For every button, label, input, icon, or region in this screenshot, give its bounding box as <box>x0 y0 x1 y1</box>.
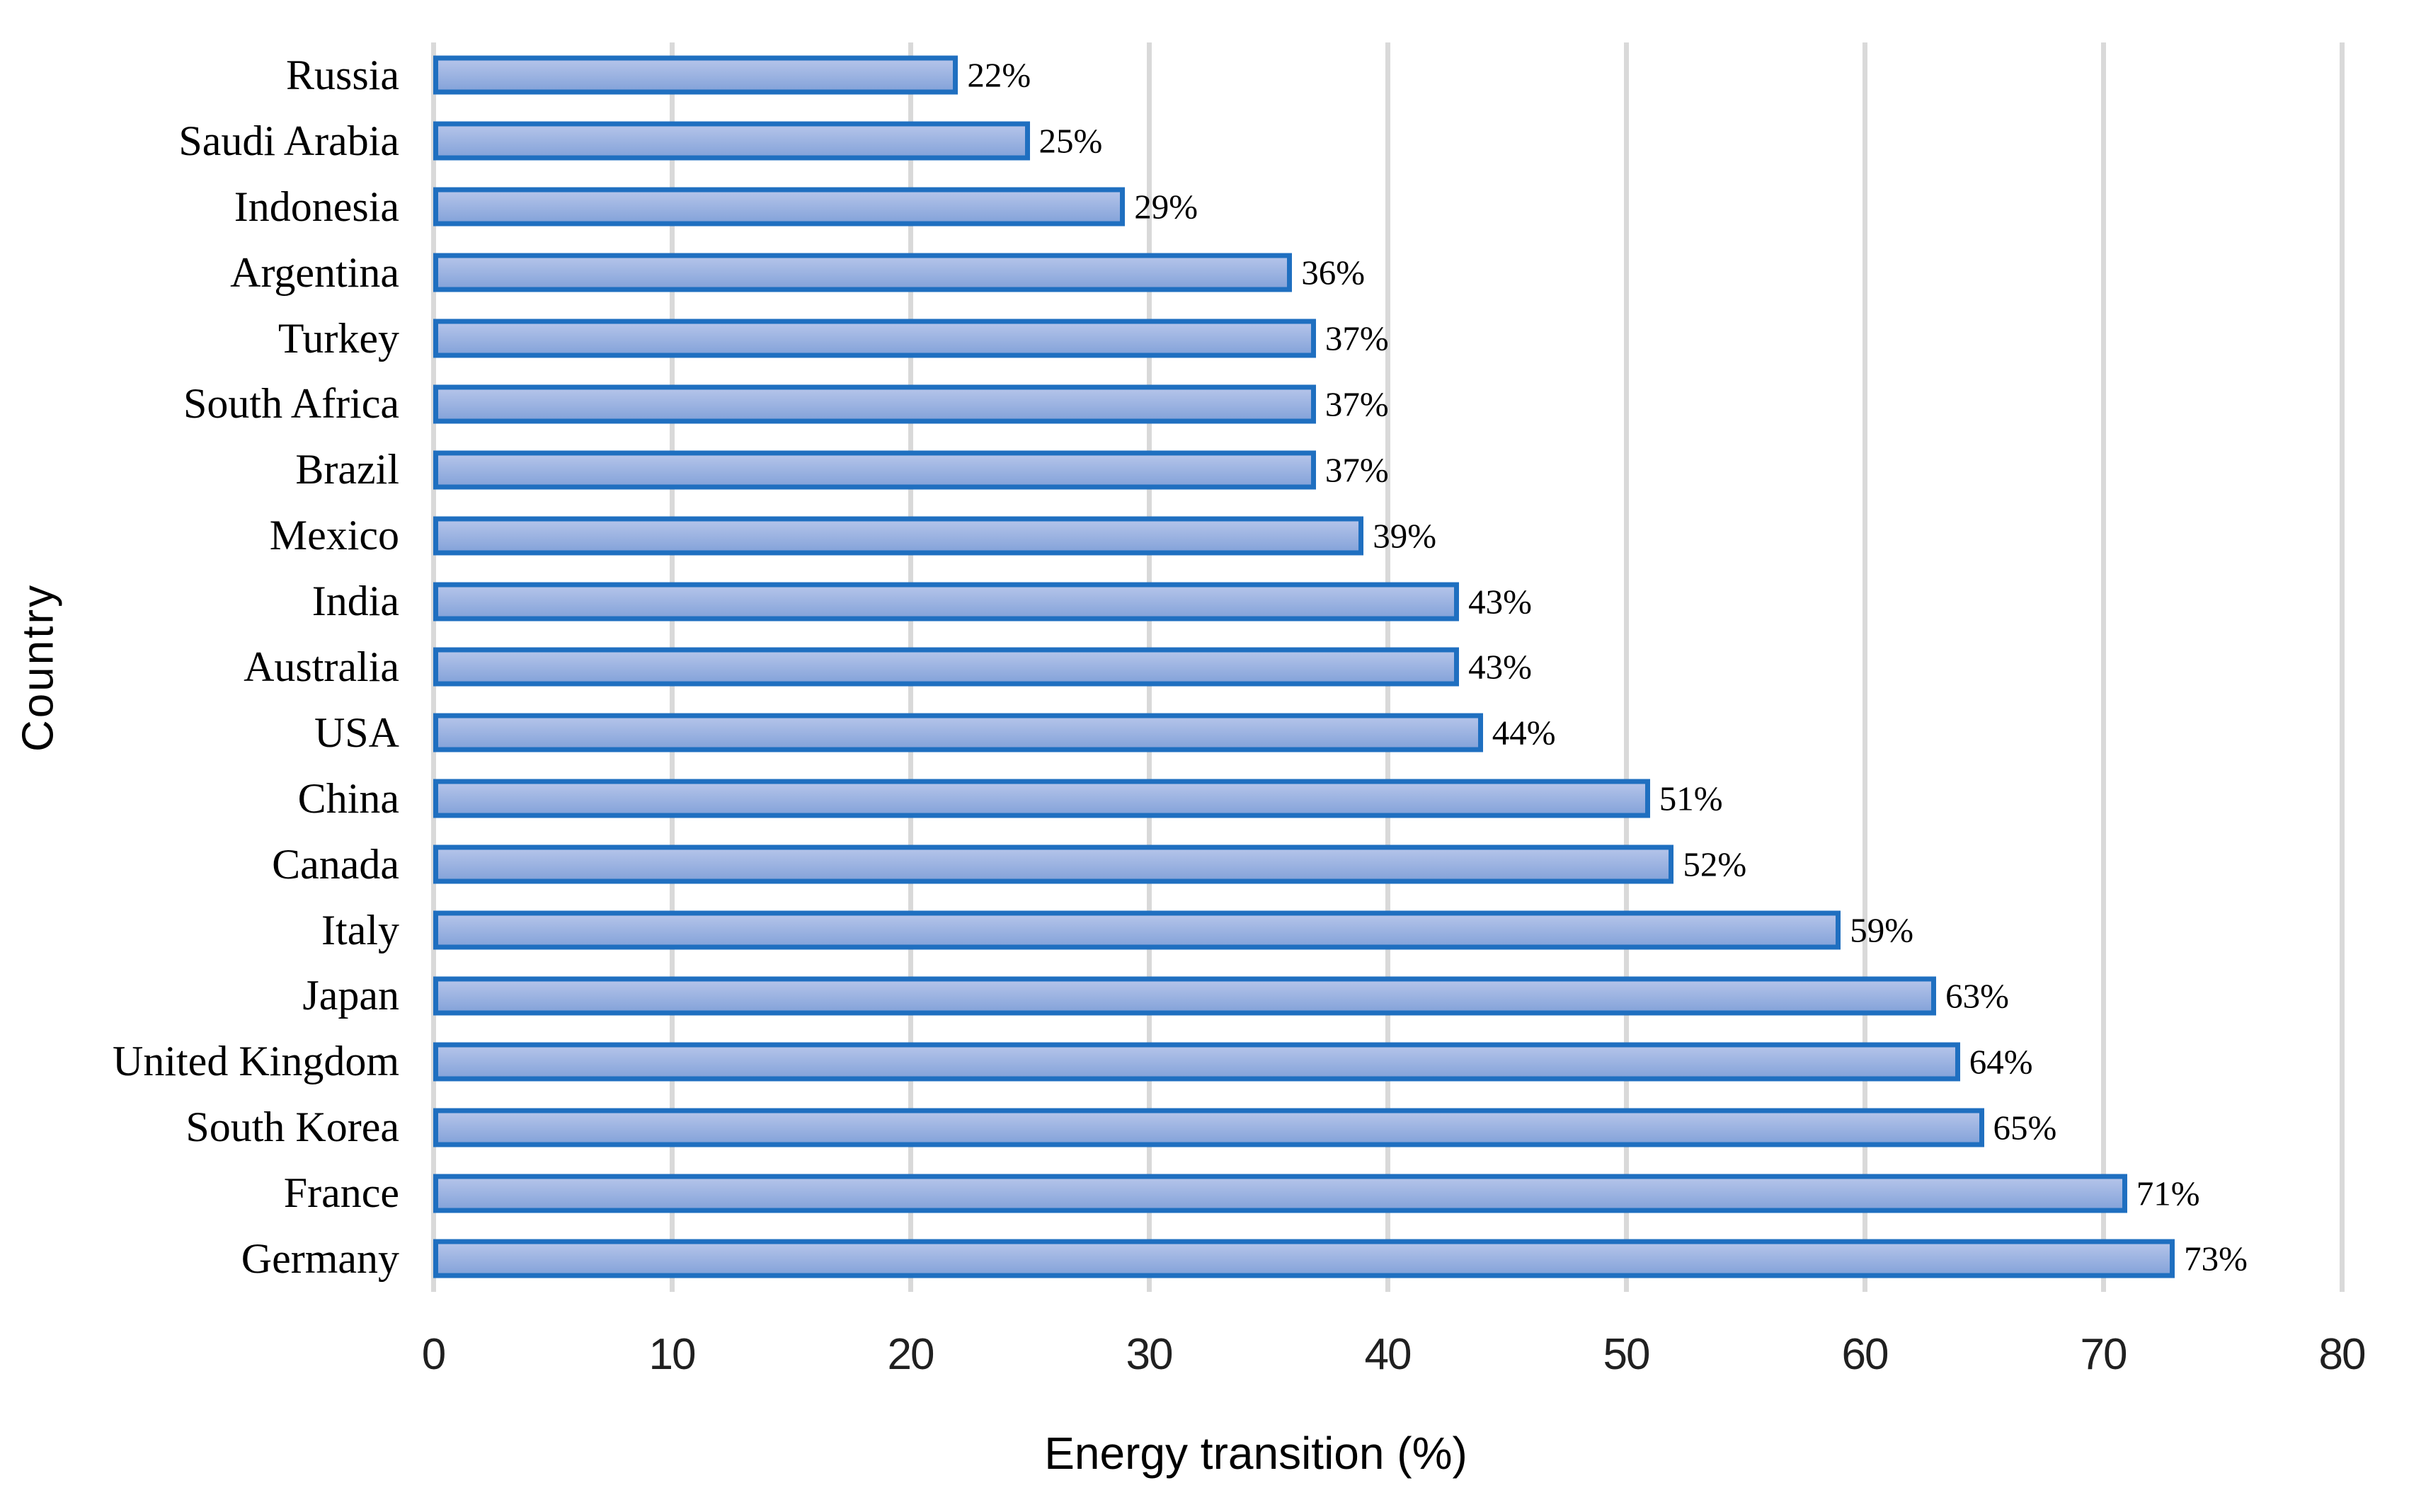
bar <box>433 187 1126 227</box>
bar-row: 36% <box>433 240 2342 306</box>
value-label: 44% <box>1492 713 1556 752</box>
value-label: 43% <box>1468 647 1532 687</box>
x-tick-label: 60 <box>1841 1330 1889 1379</box>
value-label: 37% <box>1324 384 1389 424</box>
bar-row: 43% <box>433 634 2342 700</box>
value-label: 43% <box>1468 582 1532 622</box>
bar-row: 51% <box>433 766 2342 832</box>
gridline <box>1624 42 1629 1292</box>
bar-row: 44% <box>433 700 2342 766</box>
bar <box>433 713 1483 752</box>
value-label: 73% <box>2184 1239 2248 1278</box>
category-axis: Russia Saudi Arabia Indonesia Argentina Turk… <box>0 42 416 1292</box>
x-axis-ticks: 0 10 20 30 40 50 60 70 80 <box>422 1329 2367 1393</box>
value-label: 64% <box>1969 1042 2033 1082</box>
bar-row: 25% <box>433 108 2342 174</box>
bar <box>433 1174 2127 1213</box>
category-label: Germany <box>241 1235 399 1282</box>
category-label: USA <box>314 709 399 756</box>
category-label: Saudi Arabia <box>178 117 399 164</box>
x-tick-label: 50 <box>1603 1330 1651 1379</box>
bar <box>433 1239 2175 1278</box>
category-label: Turkey <box>277 314 399 362</box>
bar-row: 37% <box>433 371 2342 437</box>
category-label: Argentina <box>230 248 399 296</box>
category-label: France <box>283 1169 399 1217</box>
bar <box>433 450 1316 490</box>
bar-row: 65% <box>433 1094 2342 1160</box>
x-axis-title: Energy transition (%) <box>1044 1428 1467 1479</box>
value-label: 37% <box>1324 450 1389 490</box>
category-label: China <box>297 774 399 822</box>
bar-row: 43% <box>433 568 2342 634</box>
bar-row: 63% <box>433 963 2342 1029</box>
bar-row: 29% <box>433 174 2342 240</box>
gridline <box>2101 42 2106 1292</box>
category-label: Brazil <box>295 446 399 493</box>
bar-row: 37% <box>433 437 2342 503</box>
bar-row: 52% <box>433 832 2342 898</box>
value-label: 71% <box>2136 1174 2200 1213</box>
bar <box>433 582 1460 622</box>
gridline <box>1862 42 1867 1292</box>
bar <box>433 516 1364 556</box>
x-tick-label: 10 <box>648 1330 697 1379</box>
bar <box>433 1108 1984 1147</box>
bar <box>433 779 1650 818</box>
category-label: Japan <box>302 972 399 1019</box>
category-label: Indonesia <box>234 183 399 230</box>
gridline <box>2340 42 2345 1292</box>
bar <box>433 647 1460 687</box>
value-label: 65% <box>1993 1108 2057 1147</box>
bar-row: 73% <box>433 1226 2342 1292</box>
value-label: 51% <box>1659 779 1723 818</box>
bar-row: 64% <box>433 1029 2342 1094</box>
value-label: 36% <box>1301 253 1366 292</box>
plot-area: 22% 25% 29% 36% 37% 37% 37% 39% 43% 43% 44% 51% 52% 5… <box>431 42 2345 1292</box>
category-label: Mexico <box>269 512 399 559</box>
bar-row: 39% <box>433 503 2342 568</box>
bar <box>433 1042 1960 1082</box>
value-label: 22% <box>967 55 1031 95</box>
category-label: Russia <box>285 51 399 98</box>
category-label: Australia <box>244 643 399 690</box>
value-label: 39% <box>1373 516 1437 556</box>
bar <box>433 910 1841 950</box>
bar <box>433 253 1293 292</box>
value-label: 52% <box>1683 844 1747 884</box>
x-tick-label: 70 <box>2080 1330 2128 1379</box>
bar-rows: 22% 25% 29% 36% 37% 37% 37% 39% 43% 43% 44% 51% 52% 5… <box>433 42 2342 1292</box>
bar-row: 71% <box>433 1160 2342 1226</box>
category-label: India <box>311 578 399 625</box>
value-label: 59% <box>1850 910 1914 950</box>
category-label: Canada <box>272 840 399 888</box>
bar <box>433 384 1316 424</box>
value-label: 37% <box>1324 319 1389 358</box>
bar <box>433 55 959 95</box>
bar <box>433 844 1674 884</box>
x-tick-label: 30 <box>1126 1330 1174 1379</box>
category-label: South Korea <box>185 1104 399 1151</box>
category-label: Italy <box>321 906 399 953</box>
bar <box>433 121 1030 161</box>
value-label: 25% <box>1038 121 1103 161</box>
bar-row: 37% <box>433 306 2342 372</box>
bar-row: 59% <box>433 898 2342 963</box>
bar <box>433 976 1937 1016</box>
x-tick-label: 40 <box>1364 1330 1412 1379</box>
category-label: United Kingdom <box>113 1038 399 1085</box>
bar-row: 22% <box>433 42 2342 108</box>
value-label: 63% <box>1945 976 2009 1016</box>
bar <box>433 319 1316 358</box>
x-tick-label: 80 <box>2318 1330 2367 1379</box>
value-label: 29% <box>1134 187 1198 227</box>
x-tick-label: 0 <box>421 1330 447 1379</box>
category-label: South Africa <box>183 380 399 428</box>
x-tick-label: 20 <box>887 1330 935 1379</box>
